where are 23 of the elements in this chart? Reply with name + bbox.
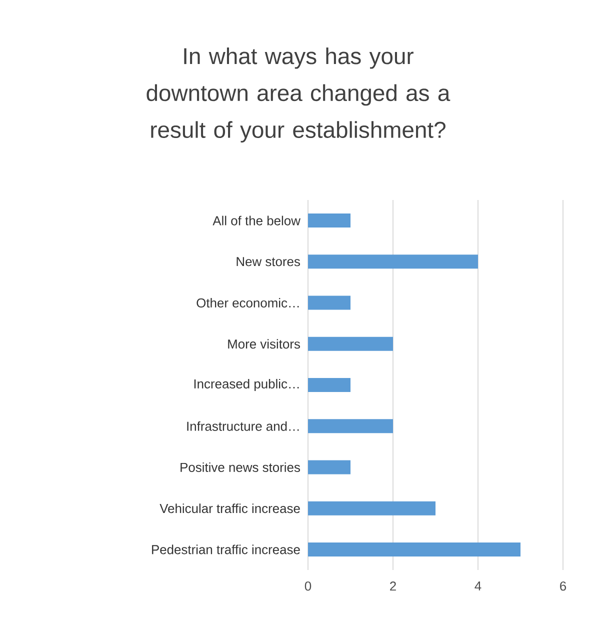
x-tick-label: 4 bbox=[474, 582, 482, 590]
bar bbox=[308, 214, 350, 228]
y-tick-label: More visitors bbox=[228, 339, 300, 349]
y-tick-label: Increased public… bbox=[194, 378, 299, 392]
y-tick-label: New stores bbox=[236, 257, 300, 266]
bar bbox=[308, 378, 350, 392]
y-tick-label: All of the below bbox=[212, 216, 300, 226]
x-tick-label: 0 bbox=[304, 582, 312, 591]
bar bbox=[308, 542, 520, 556]
y-tick-label: Positive news stories bbox=[180, 462, 300, 472]
y-tick-label: Other economic… bbox=[196, 298, 299, 308]
bar bbox=[308, 460, 350, 474]
y-tick-label: Vehicular traffic increase bbox=[160, 504, 300, 514]
x-tick-label: 2 bbox=[390, 582, 396, 591]
y-tick-label: Infrastructure and… bbox=[187, 421, 299, 431]
chart-title: In what ways has your downtown area changed as a result of your establishment? bbox=[146, 47, 450, 143]
bar bbox=[308, 296, 350, 310]
bar bbox=[308, 336, 393, 351]
x-tick-label: 6 bbox=[560, 582, 566, 591]
y-tick-label: Pedestrian traffic increase bbox=[152, 544, 300, 554]
bar bbox=[308, 419, 393, 434]
bar bbox=[308, 501, 436, 516]
bar bbox=[308, 254, 478, 269]
